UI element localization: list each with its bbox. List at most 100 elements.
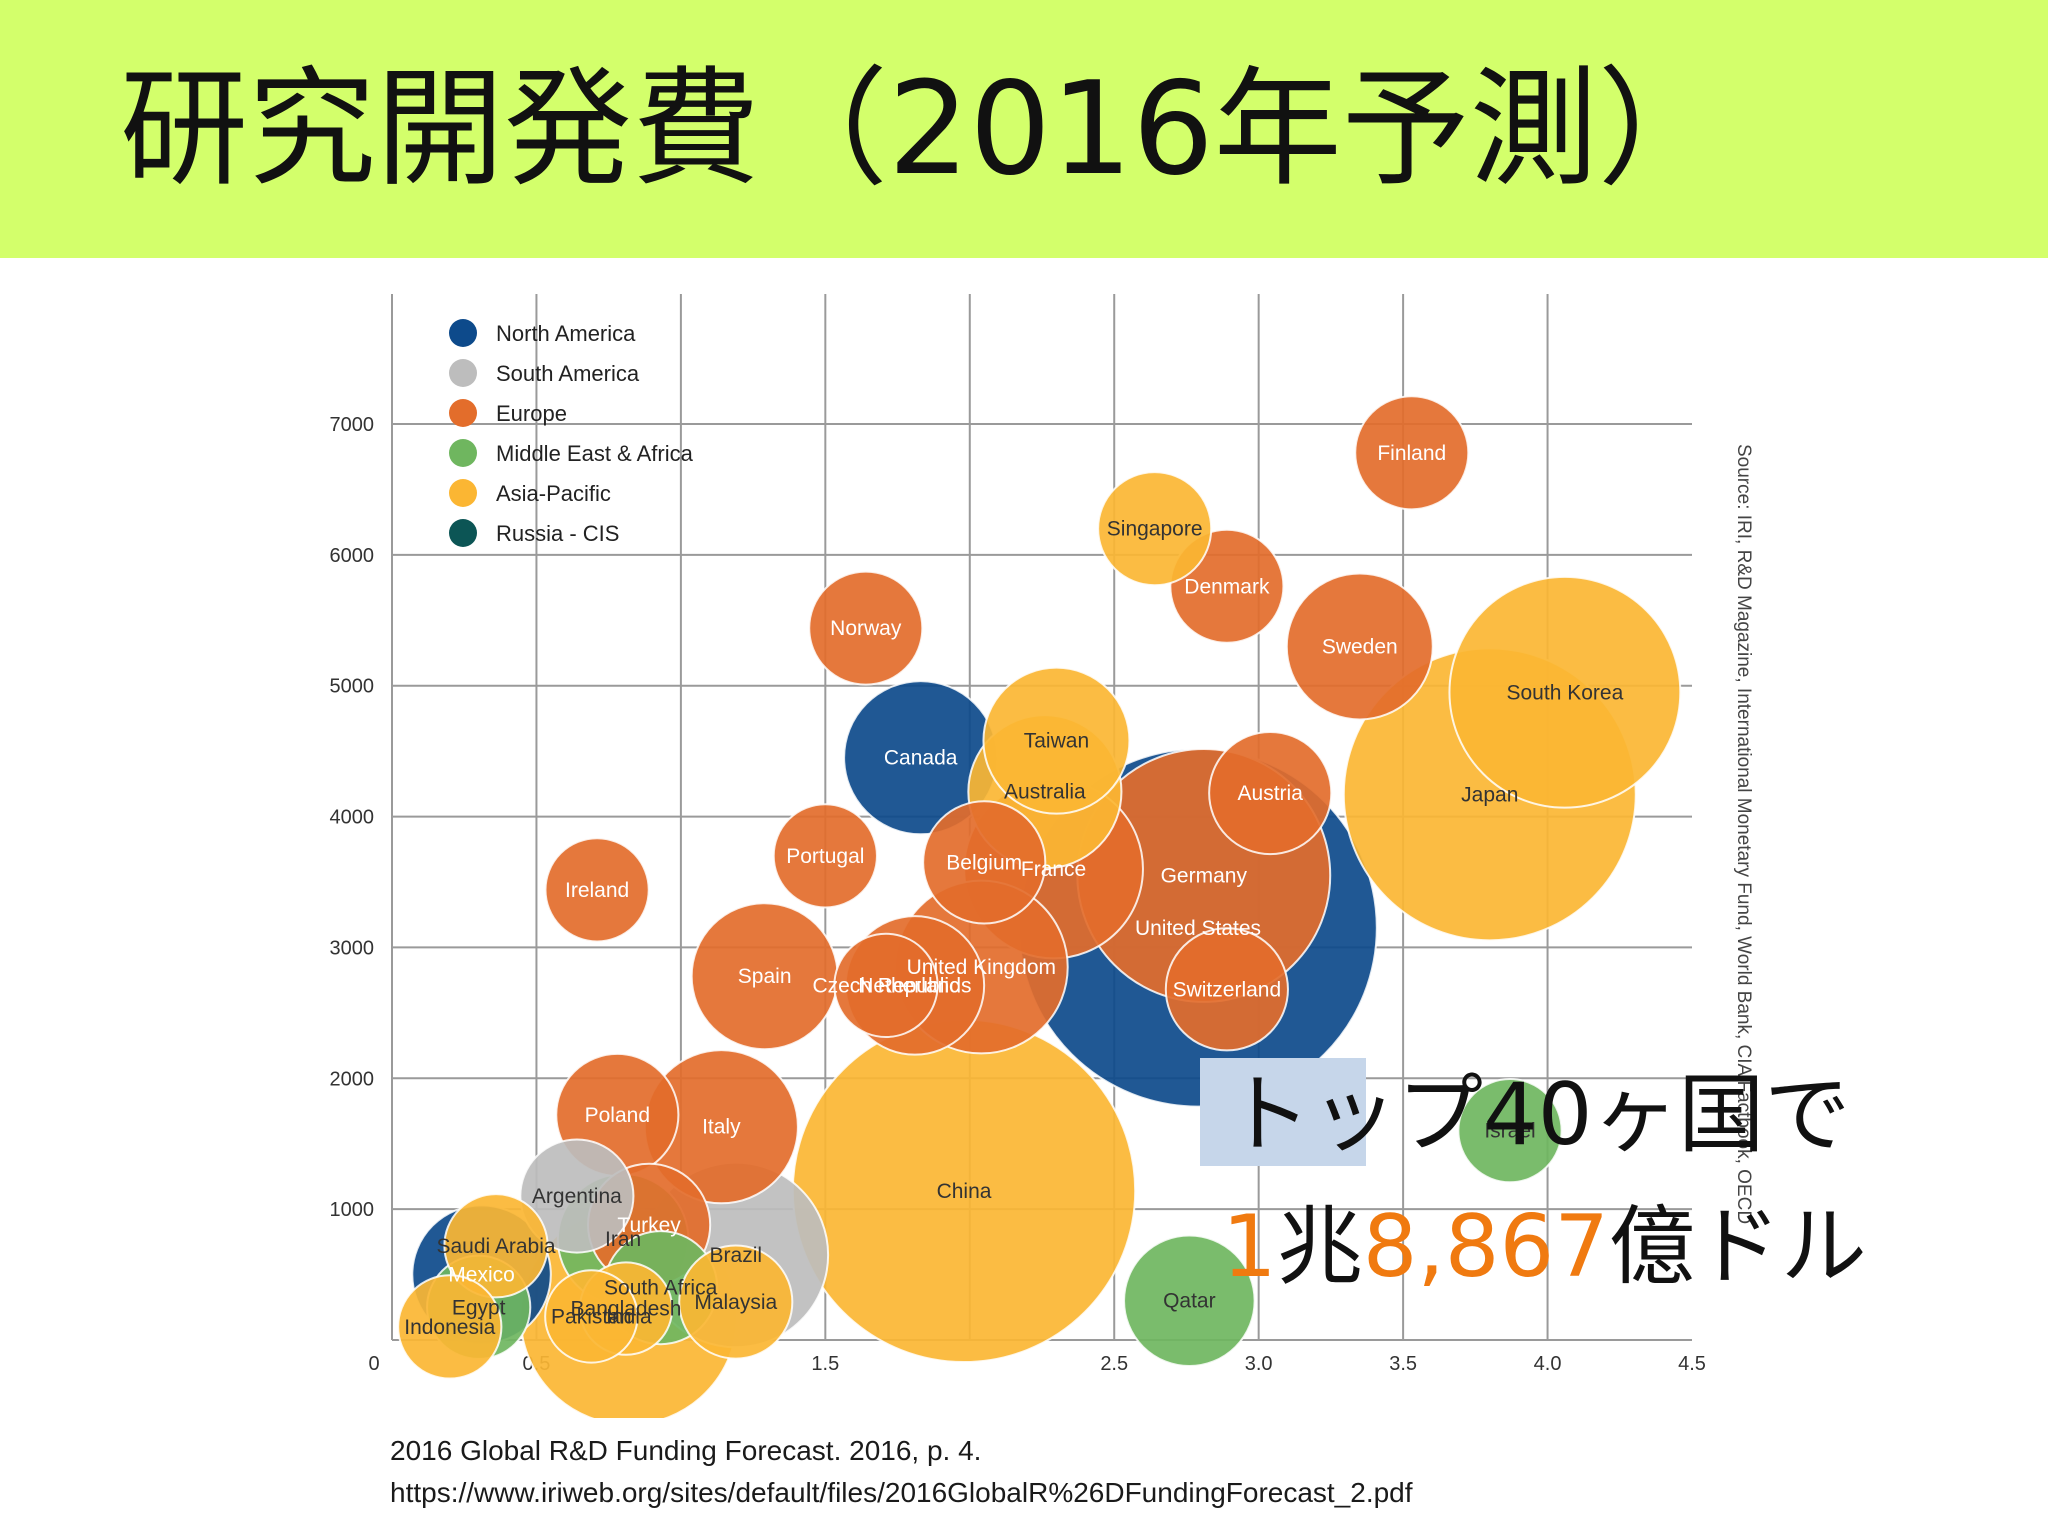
- legend-swatch: [449, 399, 477, 427]
- bubble-point: [1123, 1234, 1256, 1368]
- y-tick-label: 4000: [330, 807, 375, 829]
- country-label: Poland: [585, 1104, 650, 1127]
- country-label: South Korea: [1507, 681, 1624, 704]
- callout-amount: 1兆8,867億ドル: [1222, 1192, 1867, 1302]
- legend-swatch: [449, 439, 477, 467]
- country-label: Mexico: [448, 1264, 515, 1287]
- bubble-point: [544, 837, 650, 943]
- legend-label: Middle East & Africa: [496, 441, 694, 466]
- bubble-layer: [397, 395, 1682, 1418]
- legend: North America South America Europe Middle E…: [449, 319, 694, 547]
- bubble-point: [772, 803, 878, 909]
- reference: 2016 Global R&D Funding Forecast. 2016, …: [390, 1430, 1413, 1514]
- x-tick-label: 0: [368, 1353, 379, 1375]
- country-label: Saudi Arabia: [436, 1235, 555, 1258]
- bubble-point: [922, 800, 1047, 925]
- bubble-point: [519, 1138, 635, 1254]
- callout-amount-number2: 8,867: [1362, 1197, 1609, 1297]
- country-label: Bangladesh: [571, 1298, 682, 1321]
- country-label: Indonesia: [404, 1316, 495, 1339]
- callout-amount-unit2: 億ドル: [1608, 1197, 1867, 1297]
- callout-amount-unit1: 兆: [1276, 1197, 1363, 1297]
- country-label: Australia: [1004, 781, 1086, 804]
- bubble-point: [1285, 572, 1434, 721]
- legend-label: Russia - CIS: [496, 521, 619, 546]
- country-label: Austria: [1238, 782, 1304, 805]
- country-label: Switzerland: [1173, 978, 1282, 1001]
- country-label: United States: [1135, 917, 1261, 940]
- x-tick-label: 4.5: [1678, 1353, 1706, 1375]
- legend-label: North America: [496, 321, 636, 346]
- callout-top40: トップ40ヶ国で: [1225, 1065, 1851, 1165]
- country-label: Taiwan: [1024, 730, 1089, 753]
- title-band: 研究開発費（2016年予測）: [0, 0, 2048, 258]
- country-label: Belgium: [946, 851, 1022, 874]
- callout-amount-number1: 1: [1222, 1197, 1277, 1297]
- bubble-point: [1457, 1078, 1563, 1184]
- country-label: China: [937, 1180, 992, 1203]
- source-note: Source: IRI, R&D Magazine, International…: [1733, 444, 1754, 1224]
- x-tick-label: 2.5: [1100, 1353, 1128, 1375]
- country-label-layer: United States Canada Mexico Brazil Argentina…: [404, 442, 1623, 1339]
- country-label: Brazil: [710, 1244, 763, 1267]
- country-label: Malaysia: [694, 1291, 777, 1314]
- legend-swatch: [449, 519, 477, 547]
- country-label: Netherlands: [858, 974, 971, 997]
- country-label: Turkey: [617, 1214, 681, 1237]
- country-label: Canada: [884, 747, 958, 770]
- legend-swatch: [449, 319, 477, 347]
- y-tick-label: 6000: [330, 545, 375, 567]
- legend-label: Asia-Pacific: [496, 481, 611, 506]
- country-label: Japan: [1461, 783, 1518, 806]
- country-label: Egypt: [452, 1296, 506, 1319]
- bubble-point: [544, 1269, 639, 1364]
- bubble-point: [1448, 575, 1682, 809]
- x-tick-label: 1.5: [811, 1353, 839, 1375]
- country-label: Italy: [702, 1116, 741, 1139]
- x-tick-label: 4.0: [1534, 1353, 1562, 1375]
- bubble-chart: 00.51.52.53.03.54.04.5100020003000400050…: [330, 294, 1754, 1418]
- y-tick-label: 2000: [330, 1068, 375, 1090]
- country-label: Czech Republic: [812, 974, 959, 997]
- callout-highlight: [1200, 1058, 1366, 1166]
- country-label: Sweden: [1322, 635, 1398, 658]
- country-label: Portugal: [786, 845, 864, 868]
- country-label: Israel: [1484, 1120, 1535, 1143]
- bubble-point: [678, 1244, 794, 1360]
- bubble-point: [808, 570, 924, 686]
- country-label: South Africa: [604, 1277, 718, 1300]
- country-label: Spain: [738, 965, 792, 988]
- country-label: France: [1021, 858, 1086, 881]
- legend-swatch: [449, 479, 477, 507]
- bubble-point: [982, 666, 1131, 815]
- bubble-point: [1097, 471, 1213, 587]
- country-label: India: [606, 1305, 652, 1328]
- country-label: Finland: [1377, 442, 1446, 465]
- reference-url[interactable]: https://www.iriweb.org/sites/default/fil…: [390, 1477, 1413, 1508]
- legend-label: Europe: [496, 401, 567, 426]
- slide-title: 研究開発費（2016年予測）: [120, 55, 1726, 204]
- bubble-point: [397, 1274, 503, 1380]
- y-tick-label: 5000: [330, 676, 375, 698]
- y-tick-label: 1000: [330, 1199, 375, 1221]
- reference-line1: 2016 Global R&D Funding Forecast. 2016, …: [390, 1435, 982, 1466]
- bubble-point: [1164, 927, 1289, 1052]
- legend-swatch: [449, 359, 477, 387]
- country-label: Norway: [830, 617, 902, 640]
- legend-label: South America: [496, 361, 640, 386]
- country-label: Pakistan: [551, 1305, 632, 1328]
- bubble-point: [1354, 395, 1470, 511]
- y-tick-label: 7000: [330, 414, 375, 436]
- country-label: Singapore: [1107, 518, 1203, 541]
- country-label: Ireland: [565, 879, 629, 902]
- bubble-point: [443, 1193, 549, 1299]
- x-tick-label: 3.5: [1389, 1353, 1417, 1375]
- country-label: United Kingdom: [907, 956, 1056, 979]
- x-tick-label: 3.0: [1245, 1353, 1273, 1375]
- bubble-point: [1208, 730, 1333, 856]
- country-label: Iran: [605, 1228, 641, 1251]
- country-label: Denmark: [1184, 575, 1270, 598]
- country-label: Argentina: [532, 1185, 622, 1208]
- bubble-point: [833, 932, 939, 1038]
- country-label: Germany: [1161, 864, 1248, 887]
